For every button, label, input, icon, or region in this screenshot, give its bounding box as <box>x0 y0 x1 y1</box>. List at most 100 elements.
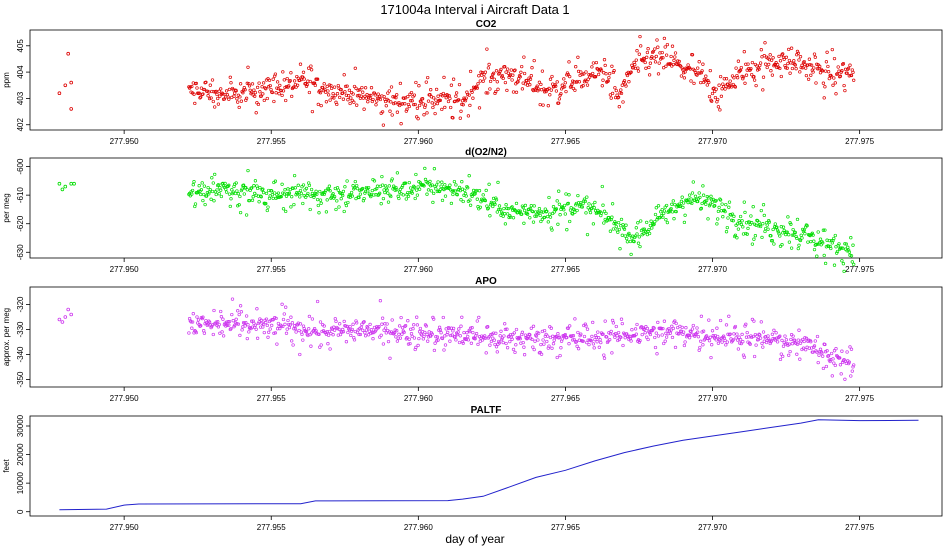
data-point <box>357 195 361 200</box>
data-point <box>810 231 814 235</box>
data-point <box>587 342 591 347</box>
data-point <box>308 207 312 212</box>
data-point <box>224 89 229 93</box>
data-point <box>826 64 830 69</box>
data-point <box>619 88 623 92</box>
data-point <box>406 194 411 198</box>
x-tick-label: 277.950 <box>110 265 139 274</box>
data-point <box>224 190 229 194</box>
data-point <box>630 328 634 332</box>
data-point <box>771 56 775 60</box>
data-point <box>416 117 420 121</box>
data-point <box>562 203 567 208</box>
data-point <box>350 327 354 332</box>
data-point <box>778 334 782 338</box>
data-point <box>617 227 621 232</box>
data-point <box>361 328 365 332</box>
data-point <box>707 196 711 200</box>
data-point <box>758 224 763 229</box>
data-point <box>689 79 693 83</box>
data-point <box>656 72 661 76</box>
data-point <box>217 192 221 196</box>
data-point <box>358 88 362 92</box>
data-point <box>650 226 654 230</box>
data-point <box>288 323 292 327</box>
data-point <box>66 307 70 312</box>
data-point <box>675 62 679 67</box>
data-point <box>287 191 292 195</box>
data-point <box>660 50 664 55</box>
data-point <box>629 70 633 74</box>
data-point <box>259 318 263 322</box>
data-point <box>379 333 383 337</box>
data-point <box>713 199 718 203</box>
data-point <box>478 205 482 209</box>
data-point <box>69 107 73 111</box>
data-point <box>298 62 303 66</box>
data-point <box>642 57 647 61</box>
data-point <box>701 184 705 188</box>
data-point <box>717 205 721 210</box>
data-point <box>734 336 738 340</box>
data-point <box>621 343 625 348</box>
data-point <box>416 343 420 348</box>
data-point <box>431 315 435 320</box>
data-point <box>309 68 314 72</box>
data-point <box>361 186 365 191</box>
data-point <box>570 211 574 216</box>
data-point <box>425 332 429 337</box>
data-point <box>798 55 803 59</box>
data-point <box>348 101 352 106</box>
data-point <box>618 91 622 95</box>
data-point <box>495 210 499 214</box>
data-point <box>355 103 359 107</box>
data-point <box>242 192 246 196</box>
data-point <box>757 67 761 71</box>
data-point <box>477 106 482 110</box>
data-point <box>441 315 445 320</box>
data-point <box>852 78 856 82</box>
data-point <box>687 193 692 197</box>
data-point <box>190 188 195 193</box>
data-point <box>451 192 455 197</box>
data-point <box>593 200 597 205</box>
data-point <box>281 89 286 93</box>
data-point <box>835 72 839 76</box>
data-point <box>442 187 446 192</box>
data-point <box>203 202 207 207</box>
data-point <box>283 322 287 326</box>
data-point <box>216 183 220 188</box>
data-point <box>486 207 490 211</box>
data-point <box>390 113 394 117</box>
data-point <box>511 90 516 94</box>
data-point <box>386 191 390 195</box>
data-point <box>658 51 662 55</box>
data-point <box>706 217 710 221</box>
data-point <box>701 343 705 347</box>
data-point <box>230 312 234 317</box>
data-point <box>620 83 624 87</box>
data-point <box>539 82 543 87</box>
data-point <box>813 55 817 59</box>
data-point <box>565 335 569 340</box>
data-point <box>521 340 525 345</box>
data-point <box>364 96 369 100</box>
data-point <box>247 330 251 334</box>
data-point <box>735 76 740 80</box>
data-point <box>699 80 703 85</box>
data-point <box>789 337 793 342</box>
data-point <box>388 109 392 113</box>
data-point <box>843 88 847 93</box>
data-point <box>746 62 750 66</box>
data-point <box>802 339 806 344</box>
data-point <box>530 337 534 342</box>
data-point <box>497 72 501 76</box>
data-point <box>750 72 754 77</box>
data-point <box>579 332 583 336</box>
data-point <box>199 324 203 328</box>
data-point <box>682 220 687 225</box>
data-point <box>558 353 562 358</box>
data-point <box>457 327 461 331</box>
data-point <box>460 99 465 103</box>
data-point <box>201 198 205 203</box>
